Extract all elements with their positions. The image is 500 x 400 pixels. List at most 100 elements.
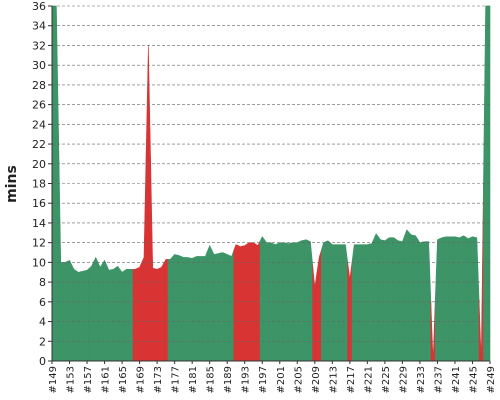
x-tick-label: #153 bbox=[66, 366, 77, 393]
x-tick-label: #249 bbox=[486, 366, 497, 393]
area-segment bbox=[259, 236, 265, 362]
y-tick-label: 30 bbox=[32, 59, 46, 72]
area-segment bbox=[163, 259, 169, 362]
area-segment bbox=[391, 237, 397, 362]
y-tick-label: 32 bbox=[32, 39, 46, 52]
area-segment bbox=[373, 233, 379, 362]
area-segment bbox=[364, 243, 370, 362]
area-segment bbox=[198, 256, 204, 362]
y-tick-label: 20 bbox=[32, 158, 46, 171]
area-segment bbox=[189, 256, 195, 362]
area-segment bbox=[456, 236, 462, 362]
area-segment bbox=[207, 244, 213, 362]
x-tick-label: #177 bbox=[171, 366, 182, 393]
x-tick-label: #181 bbox=[188, 366, 199, 393]
y-axis-label: mins bbox=[4, 165, 20, 203]
area-segment bbox=[439, 236, 445, 362]
x-tick-label: #237 bbox=[433, 366, 444, 393]
x-tick-label: #205 bbox=[293, 366, 304, 393]
area-segment bbox=[452, 236, 458, 362]
y-tick-label: 28 bbox=[32, 79, 46, 92]
area-segment bbox=[167, 256, 173, 362]
area-segment bbox=[237, 245, 243, 362]
area-segment bbox=[224, 253, 230, 362]
area-segment bbox=[307, 240, 313, 362]
area-segment bbox=[434, 238, 440, 362]
area-segment bbox=[97, 262, 103, 362]
area-segment bbox=[106, 265, 112, 362]
y-tick-label: 34 bbox=[32, 20, 46, 33]
area-segment bbox=[426, 241, 432, 362]
x-tick-label: #149 bbox=[48, 366, 59, 393]
area-segment bbox=[399, 235, 405, 362]
area-segment bbox=[123, 268, 129, 362]
x-tick-label: #229 bbox=[398, 366, 409, 393]
area-segment bbox=[141, 151, 147, 362]
y-tick-label: 8 bbox=[39, 276, 46, 289]
x-tick-label: #217 bbox=[346, 366, 357, 393]
area-segment bbox=[461, 235, 467, 362]
area-segment bbox=[417, 238, 423, 362]
area-segment bbox=[202, 250, 208, 362]
area-segment bbox=[93, 256, 99, 362]
area-segment bbox=[176, 254, 182, 362]
x-tick-label: #185 bbox=[206, 366, 217, 393]
y-tick-label: 4 bbox=[39, 316, 46, 329]
y-tick-label: 36 bbox=[32, 0, 46, 13]
area-segment bbox=[75, 270, 81, 362]
area-segment bbox=[303, 239, 309, 362]
area-segment bbox=[159, 262, 164, 362]
area-segment bbox=[369, 238, 375, 362]
area-segment bbox=[316, 249, 322, 362]
area-segment bbox=[408, 231, 414, 362]
area-segment bbox=[194, 256, 200, 362]
y-tick-label: 14 bbox=[32, 217, 46, 230]
area-segment bbox=[469, 236, 475, 362]
area-segment bbox=[382, 238, 388, 362]
area-segment bbox=[229, 250, 235, 362]
x-tick-label: #197 bbox=[258, 366, 269, 393]
y-tick-label: 10 bbox=[32, 256, 46, 269]
area-segment bbox=[71, 264, 77, 362]
area-segment bbox=[272, 243, 278, 362]
area-segment bbox=[185, 257, 191, 362]
area-segment bbox=[255, 241, 261, 362]
y-tick-label: 22 bbox=[32, 138, 46, 151]
area-segment bbox=[180, 256, 186, 362]
area-segment bbox=[378, 235, 383, 362]
area-segment bbox=[443, 236, 449, 362]
area-segment bbox=[325, 240, 331, 362]
area-segment bbox=[67, 260, 73, 362]
area-segment bbox=[110, 267, 116, 362]
area-segment bbox=[172, 254, 178, 362]
area-segment bbox=[242, 243, 248, 362]
x-tick-label: #225 bbox=[381, 366, 392, 393]
area-segment bbox=[128, 268, 134, 362]
x-tick-label: #173 bbox=[153, 366, 164, 393]
area-segment bbox=[294, 241, 300, 362]
area-segment bbox=[299, 239, 305, 362]
y-tick-label: 16 bbox=[32, 197, 46, 210]
area-segment bbox=[58, 134, 64, 362]
area-segment bbox=[115, 265, 121, 362]
y-tick-label: 6 bbox=[39, 296, 46, 309]
x-tick-label: #157 bbox=[83, 366, 94, 393]
x-tick-label: #213 bbox=[328, 366, 339, 393]
area-segment bbox=[150, 156, 156, 362]
area-segment bbox=[386, 237, 392, 362]
x-tick-label: #221 bbox=[363, 366, 374, 393]
y-tick-label: 26 bbox=[32, 99, 46, 112]
area-segment bbox=[119, 268, 125, 362]
x-tick-label: #193 bbox=[241, 366, 252, 393]
y-tick-label: 0 bbox=[39, 355, 46, 368]
y-tick-label: 24 bbox=[32, 118, 46, 131]
area-segment bbox=[137, 262, 143, 362]
area-segment bbox=[421, 241, 427, 362]
x-tick-label: #209 bbox=[311, 366, 322, 393]
area-segment bbox=[220, 252, 226, 362]
x-tick-label: #169 bbox=[136, 366, 147, 393]
x-tick-label: #245 bbox=[468, 366, 479, 393]
x-tick-label: #165 bbox=[118, 366, 129, 393]
area-segment bbox=[413, 234, 419, 362]
